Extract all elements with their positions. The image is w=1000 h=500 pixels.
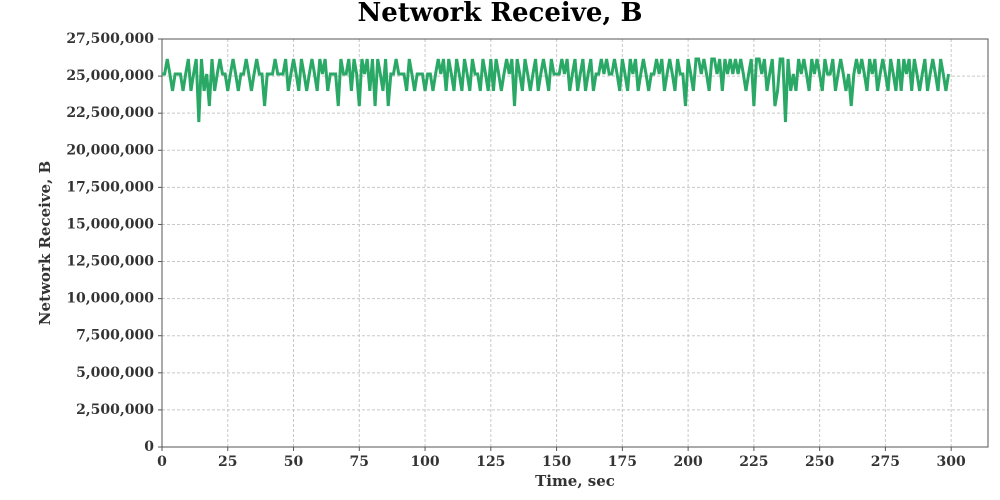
x-tick-label: 100 — [410, 454, 439, 470]
x-axis-label: Time, sec — [535, 472, 615, 490]
y-tick-label: 2,500,000 — [76, 402, 154, 418]
y-tick-label: 22,500,000 — [66, 105, 154, 121]
x-tick-label: 25 — [218, 454, 237, 470]
plot-border — [161, 38, 989, 448]
y-tick-label: 17,500,000 — [66, 179, 154, 195]
y-axis-label: Network Receive, B — [36, 161, 54, 325]
x-tick-label: 175 — [608, 454, 637, 470]
x-tick-label: 275 — [871, 454, 900, 470]
y-tick-label: 15,000,000 — [66, 216, 154, 232]
chart-title: Network Receive, B — [358, 0, 643, 28]
x-tick-label: 150 — [542, 454, 571, 470]
x-tick-label: 300 — [937, 454, 966, 470]
y-tick-label: 7,500,000 — [76, 328, 154, 344]
y-tick-label: 5,000,000 — [76, 365, 154, 381]
x-tick-label: 50 — [284, 454, 304, 470]
y-tick-label: 10,000,000 — [66, 291, 154, 307]
y-tick-label: 20,000,000 — [66, 142, 154, 158]
x-tick-label: 0 — [157, 454, 167, 470]
x-tick-label: 250 — [805, 454, 834, 470]
y-tick-label: 27,500,000 — [66, 31, 154, 47]
y-tick-label: 12,500,000 — [66, 254, 154, 270]
plot-area — [162, 39, 988, 447]
x-tick-label: 75 — [350, 454, 369, 470]
x-tick-label: 125 — [476, 454, 505, 470]
x-tick-label: 200 — [673, 454, 702, 470]
y-tick-label: 0 — [144, 439, 154, 455]
y-tick-label: 25,000,000 — [66, 68, 154, 84]
series-line — [162, 57, 951, 123]
x-tick-label: 225 — [739, 454, 768, 470]
